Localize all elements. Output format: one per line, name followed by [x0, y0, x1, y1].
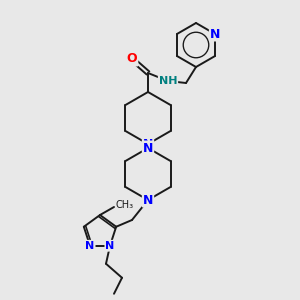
Text: N: N	[85, 241, 94, 251]
Text: N: N	[210, 28, 220, 40]
Text: N: N	[143, 194, 153, 206]
Text: NH: NH	[159, 76, 177, 86]
Text: N: N	[143, 137, 153, 151]
Text: CH₃: CH₃	[116, 200, 134, 210]
Text: N: N	[105, 241, 115, 251]
Text: O: O	[127, 52, 137, 65]
Text: N: N	[143, 142, 153, 154]
